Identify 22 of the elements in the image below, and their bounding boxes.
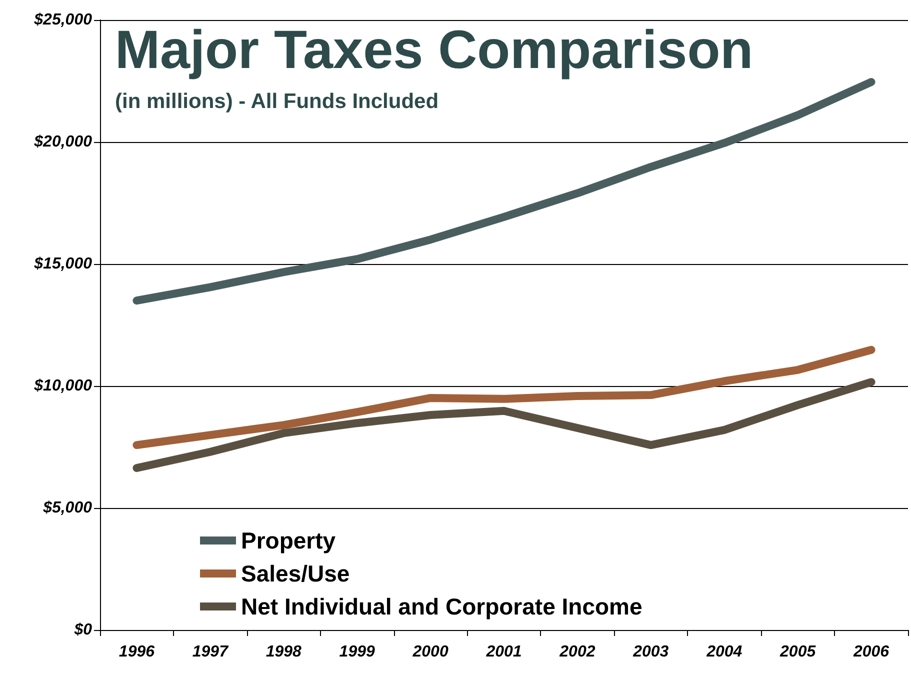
x-tick-label: 2001 — [485, 644, 522, 660]
x-tick-label: 1998 — [266, 644, 302, 660]
chart-title: Major Taxes Comparison — [115, 20, 754, 80]
x-tick-label: 1996 — [118, 644, 155, 660]
legend-label: Net Individual and Corporate Income — [241, 594, 642, 620]
x-tick-label: 2002 — [558, 644, 596, 660]
y-tick-label: $20,000 — [33, 134, 92, 150]
y-tick-label: $0 — [73, 622, 92, 638]
y-tick-label: $10,000 — [33, 378, 92, 394]
legend-label: Property — [241, 528, 336, 554]
x-tick-label: 2004 — [706, 644, 742, 660]
text: (in millions) - All Funds Included — [115, 90, 439, 113]
y-tick-label: $15,000 — [33, 256, 92, 272]
x-tick-label: 2003 — [632, 644, 669, 660]
x-tick-label: 1999 — [339, 644, 375, 660]
legend-label: Sales/Use — [241, 560, 350, 586]
x-tick-label: 1997 — [192, 644, 230, 660]
x-tick-label: 2006 — [852, 644, 890, 660]
y-tick-label: $25,000 — [33, 12, 92, 28]
x-tick-label: 2005 — [779, 644, 817, 660]
y-tick-label: $5,000 — [42, 500, 92, 516]
x-tick-label: 2000 — [412, 644, 448, 660]
